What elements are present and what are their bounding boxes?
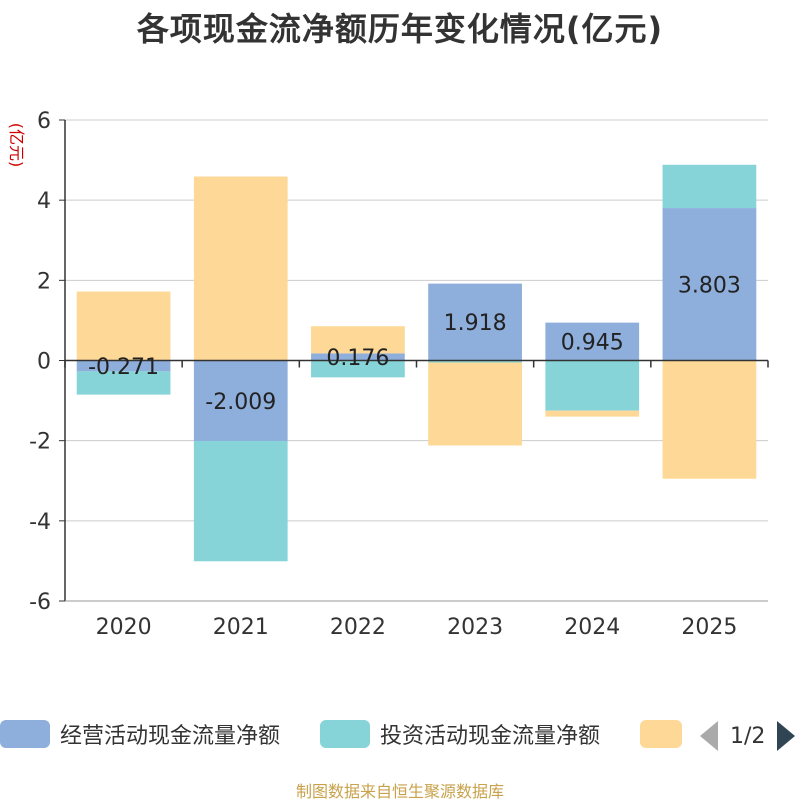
bar-investing-2022 (311, 360, 405, 378)
x-tick-label: 2023 (447, 615, 503, 640)
data-label: -2.009 (205, 390, 276, 415)
bar-investing-2024 (545, 360, 640, 411)
bar-financing-2022 (311, 326, 405, 354)
y-tick-label: -6 (29, 590, 51, 615)
legend-swatch-financing (640, 720, 682, 748)
x-tick-label: 2020 (96, 615, 152, 640)
x-tick-label: 2024 (564, 615, 620, 640)
y-tick-label: 6 (37, 109, 51, 134)
chart: -6 -4 -2 0 2 4 6 (亿元) 2020 2021 2022 2023 2024 2025 -0… (7, 109, 769, 640)
legend-swatch-investing (320, 720, 370, 748)
bar-investing-2025 (662, 164, 757, 209)
y-tick-label: 0 (37, 350, 51, 375)
x-tick-label: 2022 (330, 615, 386, 640)
bar-operating-2020 (76, 360, 171, 372)
bar-financing-2021 (193, 176, 288, 361)
bar-financing-2020 (76, 291, 171, 361)
y-tick-label: -4 (29, 510, 51, 535)
y-tick-label: 4 (37, 189, 51, 214)
x-tick-label: 2021 (213, 615, 269, 640)
y-tick-label: 2 (37, 269, 51, 294)
bar-financing-2023 (428, 362, 522, 446)
data-label: 0.945 (561, 331, 624, 356)
data-label: -0.271 (88, 355, 159, 380)
legend-page-indicator: 1/2 (730, 723, 766, 749)
data-label: 0.176 (326, 346, 389, 371)
bar-investing-2023 (428, 360, 522, 363)
source-footer: 制图数据来自恒生聚源数据库 (295, 782, 504, 801)
data-label: 3.803 (678, 273, 741, 298)
chart-title: 各项现金流净额历年变化情况(亿元) (136, 10, 664, 48)
data-label: 1.918 (444, 311, 507, 336)
bar-investing-2020 (76, 371, 171, 395)
legend-label-investing: 投资活动现金流量净额 (380, 724, 601, 749)
bar-operating-2024 (545, 322, 640, 361)
legend-swatch-operating (0, 720, 50, 748)
legend-item-operating[interactable]: 经营活动现金流量净额 (0, 716, 280, 752)
legend-item-investing[interactable]: 投资活动现金流量净额 (320, 716, 600, 752)
legend-item-financing[interactable] (640, 716, 692, 752)
legend-prev-icon[interactable] (700, 721, 718, 751)
bar-operating-2022 (311, 353, 405, 361)
bar-investing-2021 (193, 441, 288, 562)
legend: 经营活动现金流量净额 投资活动现金流量净额 1/2 (0, 716, 800, 756)
legend-next-icon[interactable] (777, 721, 796, 751)
bar-operating-2021 (193, 360, 288, 442)
legend-pager: 1/2 (700, 718, 796, 754)
bar-operating-2025 (662, 208, 757, 361)
y-axis-title: (亿元) (7, 123, 26, 168)
legend-label-operating: 经营活动现金流量净额 (60, 724, 281, 749)
bar-financing-2024 (545, 410, 640, 417)
y-tick-label: -2 (29, 430, 51, 455)
x-tick-label: 2025 (681, 615, 737, 640)
bar-financing-2025 (662, 360, 757, 479)
bar-operating-2023 (428, 283, 522, 361)
